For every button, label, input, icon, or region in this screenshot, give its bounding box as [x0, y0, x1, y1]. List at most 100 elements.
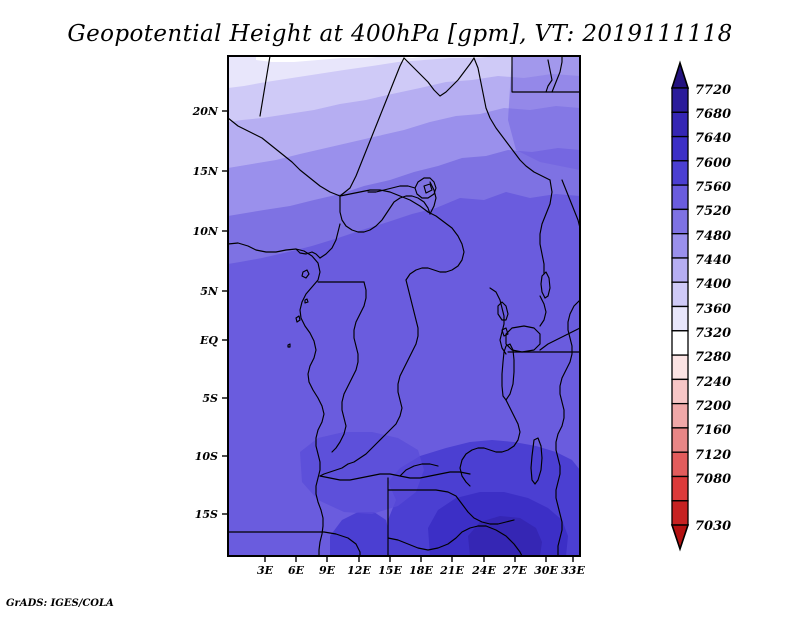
border-gabon-congo: [331, 281, 367, 453]
colorbar-tick-labels: 7720 7680 7640 7600 7560 7520 7480 7440 …: [695, 83, 731, 534]
grads-credit: GrADS: IGES/COLA: [6, 598, 114, 609]
island-sao-tome: [295, 315, 301, 323]
border-uganda-kenya: [539, 295, 547, 327]
colorbar-tick-label: 7280: [695, 350, 731, 365]
colorbar-tick-label: 7440: [695, 253, 731, 268]
x-tick-label: 21E: [439, 564, 464, 577]
island-annobon: [287, 343, 291, 348]
lake-turkana: [540, 271, 551, 299]
map-borders-layer: [228, 56, 580, 556]
colorbar-swatch: [671, 427, 689, 453]
river-kasai: [399, 463, 439, 477]
contour-band-7620-blob: [300, 432, 424, 514]
border-angola-drc: [319, 471, 471, 481]
colorbar-tick-label: 7520: [695, 204, 731, 219]
x-tick-label: 27E: [502, 564, 527, 577]
border-chad-sudan: [473, 57, 551, 181]
colorbar-extend-top: [670, 60, 690, 89]
colorbar-tick-label: 7600: [695, 156, 731, 171]
border-libya-chad: [403, 57, 475, 97]
lake-albert: [497, 301, 509, 321]
x-tick-label: 12E: [347, 564, 371, 577]
y-tick-label: EQ: [199, 334, 218, 347]
colorbar-tick-label: 7030: [695, 519, 731, 534]
y-tick-label: 10S: [195, 450, 218, 463]
colorbar-tick-label: 7560: [695, 180, 731, 195]
colorbar-swatch: [671, 184, 689, 211]
axis-ticks: [222, 110, 574, 562]
border-niger-nigeria: [339, 195, 431, 233]
border-chad-cameroon: [429, 181, 437, 215]
colorbar-swatch: [671, 257, 689, 283]
colorbar-swatch: [671, 160, 689, 186]
colorbar-swatch: [671, 135, 689, 162]
contour-band-7400: [228, 56, 500, 88]
border-zambia-south: [387, 525, 487, 551]
island-bioko: [301, 269, 310, 279]
y-tick-label: 10N: [193, 225, 219, 238]
border-angola-namibia: [228, 531, 361, 556]
colorbar-swatch: [671, 87, 689, 113]
y-tick-label: 20N: [192, 105, 219, 118]
y-axis-tick-labels: 20N 15N 10N 5N EQ 5S 10S 15S: [192, 105, 219, 521]
colorbar-swatch: [671, 208, 689, 235]
contour-fill-layer: [228, 56, 580, 556]
x-tick-label: 15E: [378, 564, 402, 577]
border-zimbabwe: [485, 525, 523, 556]
x-tick-label: 33E: [561, 564, 585, 577]
border-ethiopia: [561, 179, 580, 229]
border-sudan-eritrea: [551, 56, 563, 93]
colorbar-swatch: [671, 305, 689, 332]
lake-chad: [414, 177, 437, 199]
lake-chad-detail: [423, 183, 433, 194]
page-title: Geopotential Height at 400hPa [gpm], VT:…: [67, 21, 733, 47]
island-principe: [304, 298, 309, 304]
colorbar-tick-label: 7480: [695, 229, 731, 244]
colorbar-tick-label: 7200: [695, 399, 731, 414]
contour-band-7640-b: [330, 512, 390, 556]
colorbar-tick-label: 7320: [695, 326, 731, 341]
map-frame: [227, 55, 581, 557]
border-sudan-egypt: [511, 56, 580, 93]
coastline-red-sea: [545, 59, 553, 93]
x-axis-tick-labels: 3E 6E 9E 12E 15E 18E 21E 24E 27E 30E 33E: [257, 564, 585, 577]
river-congo-mouth: [319, 463, 349, 477]
colorbar-swatch: [671, 330, 689, 356]
border-drc-zambia: [459, 399, 521, 487]
colorbar-swatch: [671, 354, 689, 381]
x-tick-label: 30E: [534, 564, 558, 577]
border-chad-niger: [367, 185, 416, 193]
colorbar-swatch: [671, 111, 689, 138]
y-tick-label: 5N: [200, 285, 219, 298]
colorbar-swatch: [671, 500, 689, 526]
y-tick-label: 5S: [202, 392, 218, 405]
border-mali-mauritania: [259, 56, 271, 117]
border-zambia: [387, 489, 515, 525]
lake-kivu: [501, 327, 509, 337]
colorbar-swatch: [671, 233, 689, 259]
colorbar-tick-label: 7400: [695, 277, 731, 292]
border-algeria-mali-niger: [228, 57, 405, 197]
border-cameroon-car: [339, 189, 429, 213]
contour-band-ne-wedge: [508, 56, 580, 170]
y-tick-label: 15S: [195, 508, 218, 521]
coastline-east-africa: [555, 299, 580, 556]
lake-malawi: [530, 437, 543, 485]
colorbar-extend-bottom: [670, 524, 690, 552]
colorbar-tick-label: 7680: [695, 107, 731, 122]
colorbar-tick-label: 7720: [695, 83, 731, 98]
colorbar-swatch: [671, 475, 689, 502]
contour-band-7360: [256, 56, 432, 62]
colorbar-tick-label: 7360: [695, 302, 731, 317]
x-tick-label: 18E: [409, 564, 433, 577]
border-congo-drc: [347, 279, 419, 465]
colorbar-swatch: [671, 281, 689, 308]
x-tick-label: 3E: [257, 564, 274, 577]
y-tick-label: 15N: [193, 165, 219, 178]
colorbar-swatch: [671, 402, 689, 429]
x-tick-label: 6E: [288, 564, 305, 577]
colorbar-tick-label: 7160: [695, 423, 731, 438]
border-cameroon-nigeria: [319, 223, 341, 259]
